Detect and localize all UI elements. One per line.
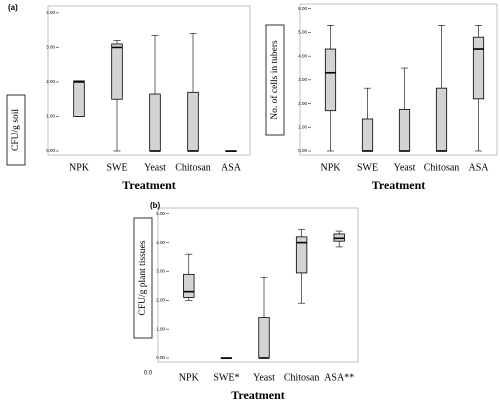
x-tick-label: Chitosan [175, 162, 211, 173]
y-tick-label: 1.00 [298, 124, 307, 129]
y-tick-label: 5.00 [156, 211, 165, 216]
y-tick-label: 0.00 [46, 148, 55, 153]
x-axis-label: Treatment [231, 388, 285, 402]
plot-frame [47, 5, 251, 156]
y-axis-label: CFU/g soil [11, 109, 21, 151]
x-tick-label: SWE* [213, 372, 239, 383]
y-axis-label: CFU/g plant tissues [138, 240, 148, 315]
panel-label: (a) [8, 3, 18, 12]
y-label-box [133, 217, 153, 339]
y-tick-label: 3.00 [156, 269, 165, 274]
y-tick-label: 0.00 [298, 148, 307, 153]
y-tick-label: 0.00 [156, 355, 165, 360]
panel-label: (b) [150, 201, 161, 210]
y-axis-label: No. of cells in tubers [269, 40, 280, 120]
x-tick-label: ASA [221, 162, 242, 173]
box [183, 273, 195, 298]
box [472, 36, 485, 100]
y-tick-label: 3.00 [298, 77, 307, 82]
x-tick-label: ASA [468, 162, 489, 173]
y-tick-label: 2.00 [298, 101, 307, 106]
plot-frame [299, 3, 498, 156]
y-tick-label: 1.00 [156, 326, 165, 331]
y-label-box [265, 24, 285, 136]
y-tick-label: 2.00 [156, 297, 165, 302]
x-tick-label: Chitosan [284, 372, 320, 383]
y-tick-label: 4.00 [298, 53, 307, 58]
annotation: 0.0 [144, 371, 153, 377]
y-tick-label: 4.00 [46, 10, 55, 15]
plot-frame [157, 207, 359, 363]
x-tick-label: NPK [69, 162, 90, 173]
box [187, 91, 199, 152]
x-tick-label: Chitosan [424, 162, 460, 173]
y-label-box [6, 94, 26, 166]
x-tick-label: Yeast [394, 162, 416, 173]
x-axis-label: Treatment [122, 178, 176, 192]
x-tick-label: SWE [106, 162, 127, 173]
y-tick-label: 1.00 [46, 114, 55, 119]
x-tick-label: NPK [179, 372, 200, 383]
y-tick-label: 2.00 [46, 79, 55, 84]
box [258, 317, 270, 359]
x-tick-label: Yeast [253, 372, 275, 383]
y-tick-label: 4.00 [156, 240, 165, 245]
box [398, 109, 411, 152]
box [324, 48, 337, 112]
y-tick-label: 5.00 [298, 30, 307, 35]
box [361, 118, 374, 152]
box [111, 43, 123, 100]
x-tick-label: SWE [357, 162, 378, 173]
y-tick-label: 3.00 [46, 45, 55, 50]
y-tick-label: 6.00 [298, 6, 307, 11]
x-tick-label: NPK [320, 162, 341, 173]
box [73, 80, 85, 117]
box [295, 236, 308, 274]
x-axis-label: Treatment [372, 178, 426, 192]
box [149, 93, 161, 152]
x-tick-label: ASA** [324, 372, 354, 383]
box [435, 87, 448, 152]
x-tick-label: Yeast [144, 162, 166, 173]
